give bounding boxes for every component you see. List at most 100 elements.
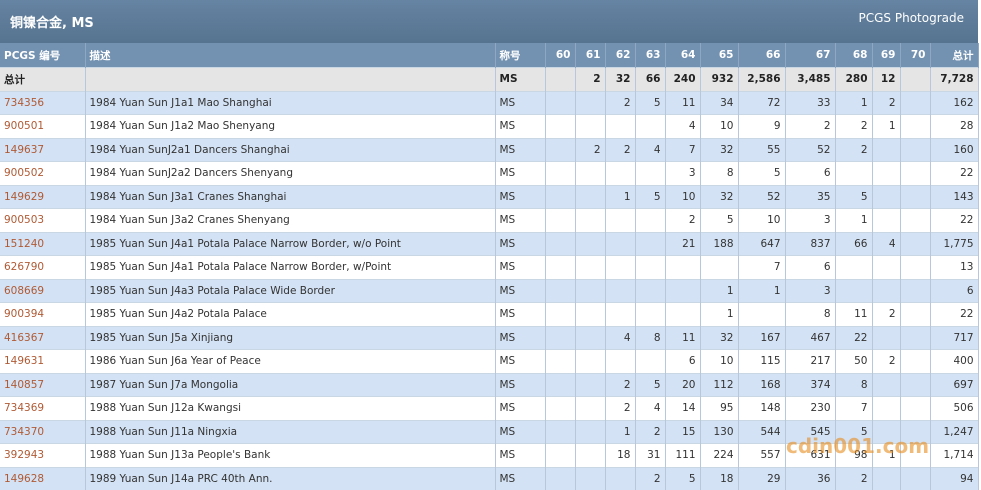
cell [545,419,576,444]
cell: 13 [930,255,979,279]
cell: MS [495,255,546,279]
cell: 837 [785,231,836,256]
cell [900,443,931,467]
cell: 8 [835,372,873,397]
cell: 4 [605,325,636,350]
cell: 1988 Yuan Sun J11a Ningxia [85,419,496,444]
cell [575,231,606,256]
cell: MS [495,443,546,467]
cell[interactable]: 734369 [0,396,86,420]
cell [575,372,606,397]
cell [575,396,606,420]
cell [635,278,666,303]
cell[interactable]: 151240 [0,231,86,256]
cell: 506 [930,396,979,420]
cell [900,114,931,138]
cell [900,302,931,326]
cell[interactable]: 149628 [0,466,86,490]
cell: 2 [835,466,873,490]
cell: 112 [700,372,739,397]
cell: 2 [605,137,636,162]
cell [900,67,931,91]
column-header: 69 [872,43,901,68]
cell: MS [495,90,546,115]
cell: 50 [835,349,873,373]
cell: MS [495,278,546,303]
cell[interactable]: 734370 [0,419,86,444]
cell [900,349,931,373]
cell: 188 [700,231,739,256]
cell [872,325,901,350]
cell: 52 [785,137,836,162]
cell[interactable]: 149637 [0,137,86,162]
data-row: 149631 1986 Yuan Sun J6a Year of Peace MS 6… [0,349,979,373]
cell[interactable]: 416367 [0,325,86,350]
cell: 22 [930,302,979,326]
cell: 52 [738,184,786,209]
cell: 932 [700,67,739,91]
cell[interactable]: 900501 [0,114,86,138]
cell: 1,775 [930,231,979,256]
cell: 11 [665,325,701,350]
cell [605,208,636,232]
cell [605,302,636,326]
cell [872,396,901,420]
cell: 10 [700,114,739,138]
cell [900,208,931,232]
cell: 10 [700,349,739,373]
cell: 230 [785,396,836,420]
cell: 33 [785,90,836,115]
cell [872,255,901,279]
cell[interactable]: 140857 [0,372,86,397]
cell: 35 [785,184,836,209]
cell: 400 [930,349,979,373]
cell: 717 [930,325,979,350]
cell[interactable]: 734356 [0,90,86,115]
cell [900,325,931,350]
cell: 160 [930,137,979,162]
cell: 5 [835,419,873,444]
cell [545,372,576,397]
cell[interactable]: 900394 [0,302,86,326]
cell: 1 [872,114,901,138]
cell: 2 [605,90,636,115]
cell[interactable]: 900502 [0,161,86,185]
cell: 66 [635,67,666,91]
cell[interactable]: 608669 [0,278,86,303]
cell[interactable]: 149629 [0,184,86,209]
cell: 28 [930,114,979,138]
cell[interactable]: 392943 [0,443,86,467]
data-row: 149629 1984 Yuan Sun J3a1 Cranes Shanghai… [0,184,979,209]
cell: 4 [635,396,666,420]
cell: 2 [785,114,836,138]
cell: 3 [665,161,701,185]
cell [545,184,576,209]
cell[interactable]: 900503 [0,208,86,232]
cell [872,466,901,490]
cell [545,349,576,373]
cell: 467 [785,325,836,350]
cell [635,255,666,279]
cell [575,466,606,490]
cell: 1 [700,278,739,303]
cell [575,419,606,444]
cell: 11 [665,90,701,115]
cell [872,278,901,303]
cell: 7,728 [930,67,979,91]
cell: 130 [700,419,739,444]
cell: 631 [785,443,836,467]
cell: 1 [605,419,636,444]
cell[interactable]: 149631 [0,349,86,373]
cell: 217 [785,349,836,373]
header-bar: 铜镍合金, MS PCGS Photograde [0,0,978,43]
cell [835,278,873,303]
cell [545,325,576,350]
cell [635,302,666,326]
cell [605,161,636,185]
cell: 18 [700,466,739,490]
cell: 9 [738,114,786,138]
cell[interactable]: 626790 [0,255,86,279]
cell [872,137,901,162]
cell: 7 [738,255,786,279]
cell: 2 [872,349,901,373]
